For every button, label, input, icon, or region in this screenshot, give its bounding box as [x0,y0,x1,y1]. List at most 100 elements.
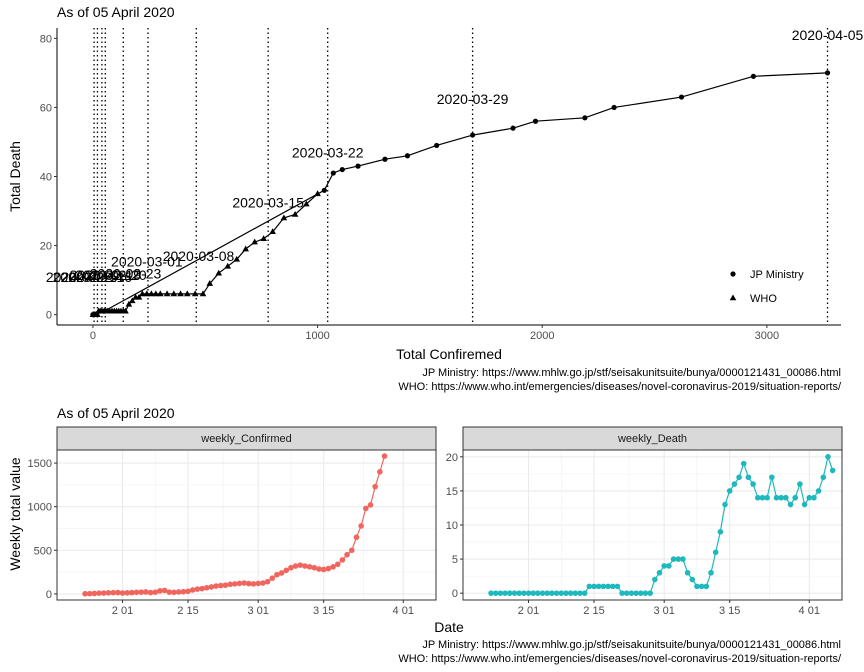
date-annotation-label: 2020-02-14 [53,269,125,285]
weekly-point [773,494,780,501]
weekly-point [180,588,187,595]
y-axis-title: Total Death [7,141,23,212]
weekly-point [825,454,831,460]
weekly-point [208,584,215,590]
weekly-point [86,590,93,597]
weekly-point [203,584,210,591]
weekly-point [708,569,714,576]
y-tick-label: 0 [46,310,52,322]
weekly-point [778,494,784,501]
weekly-point [166,589,173,595]
weekly-point [628,590,635,596]
point-who [170,290,178,297]
y-tick-label: 10 [446,520,458,532]
weekly-point [506,590,513,596]
weekly-point [820,474,827,481]
point-who [251,238,258,245]
bottom-caption-who: WHO: https://www.who.int/emergencies/dis… [398,653,842,665]
weekly-point [185,588,191,595]
weekly-point [661,563,667,569]
weekly-point [544,590,551,596]
legend-key-who [729,294,737,301]
top-caption-jp-ministry: JP Ministry: https://www.mhlw.go.jp/stf/… [422,367,841,379]
x-tick-label: 2 15 [177,605,198,617]
weekly-point [367,502,374,508]
point-who [314,190,321,197]
x-tick-label: 2000 [530,330,554,342]
y-tick-label: 60 [40,102,52,114]
weekly-point [680,556,686,562]
weekly-point [502,590,508,596]
weekly-point [745,474,752,481]
x-tick-label: 4 01 [799,605,820,617]
weekly-point [492,590,499,596]
weekly-point [306,564,313,570]
weekly-point [652,576,658,583]
bottom-chart-subtitle: As of 05 April 2020 [57,405,175,421]
weekly-point [157,588,163,594]
weekly-point [372,483,378,490]
weekly-point [623,590,630,596]
point-jp-ministry [510,125,516,131]
weekly-point [591,583,597,590]
weekly-point [722,501,728,508]
weekly-point [605,583,611,590]
weekly-point [511,590,518,596]
weekly-point [787,501,794,508]
date-annotation-label: 2020-02-16 [60,269,132,285]
y-axis-title: Weekly total value [7,457,23,571]
weekly-point [731,481,738,487]
point-jp-ministry [339,166,345,173]
weekly-point [363,505,369,512]
point-who [260,235,267,241]
point-who [199,290,207,297]
point-who [224,262,232,269]
legend-label-who: WHO [750,293,777,305]
weekly-point [344,551,350,558]
weekly-point [815,488,822,494]
x-tick-label: 3 15 [313,605,334,617]
weekly-point [199,585,205,592]
facet-strip-label: weekly_Confirmed [200,433,291,445]
weekly-point [666,563,672,569]
weekly-point [764,494,770,501]
weekly-point [553,590,560,596]
weekly-point [133,589,140,596]
weekly-point [124,590,130,596]
weekly-point [638,590,644,596]
weekly-point [222,582,229,588]
point-who [139,290,146,297]
weekly-point [320,566,327,573]
weekly-point [377,469,383,475]
weekly-point [105,590,112,596]
weekly-point [129,589,135,596]
y-tick-label: 1000 [28,502,52,514]
weekly-point [213,583,219,589]
point-who [177,290,184,297]
point-who [148,290,155,297]
weekly-point [236,580,243,587]
y-tick-label: 1500 [28,458,52,470]
series-line-jp-ministry [92,72,828,316]
weekly-point [656,569,663,576]
weekly-point [241,580,247,586]
weekly-point [525,590,532,596]
top-caption-who: WHO: https://www.who.int/emergencies/dis… [398,381,842,393]
weekly-point [539,590,546,596]
weekly-point [614,583,621,590]
point-jp-ministry [90,312,96,318]
weekly-point [82,590,88,597]
weekly-point [694,583,700,590]
weekly-point [577,590,583,596]
date-annotation-label: 2020-04-05 [792,27,864,43]
point-jp-ministry [750,73,756,79]
bottom-caption-jp-ministry: JP Ministry: https://www.mhlw.go.jp/stf/… [422,639,841,651]
weekly-point [619,590,625,596]
weekly-point [558,590,565,596]
point-who [152,290,160,297]
weekly-point [152,589,159,595]
weekly-point [595,583,602,590]
weekly-point [740,460,747,467]
weekly-point [96,590,102,596]
